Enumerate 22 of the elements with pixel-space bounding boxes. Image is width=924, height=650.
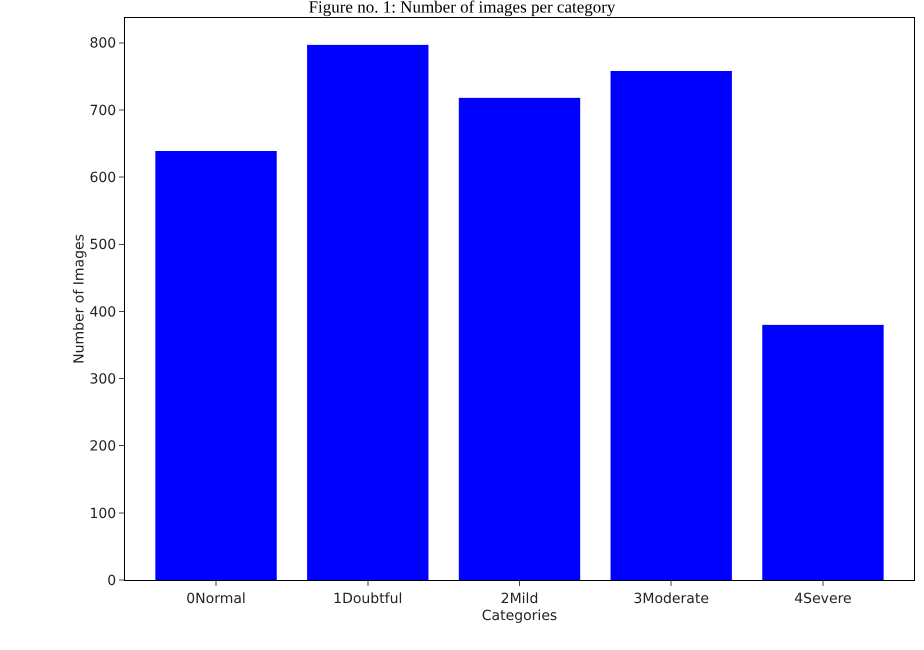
x-tick-label: 0Normal bbox=[186, 590, 246, 607]
y-axis-title: Number of Images bbox=[71, 234, 88, 364]
x-tick-label: 1Doubtful bbox=[333, 590, 402, 607]
y-tick-label: 800 bbox=[89, 36, 116, 52]
y-tick-label: 400 bbox=[89, 304, 116, 320]
bar bbox=[610, 71, 732, 580]
y-tick-label: 0 bbox=[107, 572, 116, 589]
y-tick-label: 500 bbox=[89, 237, 116, 254]
y-tick-label: 700 bbox=[89, 102, 116, 119]
x-tick-label: 4Severe bbox=[794, 590, 852, 607]
y-tick-label: 100 bbox=[89, 506, 116, 522]
bar bbox=[307, 44, 428, 580]
bar bbox=[458, 98, 580, 580]
x-tick-label: 3Moderate bbox=[633, 590, 709, 607]
x-axis-title: Categories bbox=[482, 608, 558, 624]
x-tick-label: 2Mild bbox=[500, 590, 538, 607]
bar bbox=[762, 324, 884, 580]
chart-title: Figure no. 1: Number of images per category bbox=[308, 0, 616, 17]
y-tick-label: 300 bbox=[89, 371, 116, 388]
bar bbox=[155, 150, 277, 580]
y-tick-label: 600 bbox=[89, 170, 116, 186]
y-tick-label: 200 bbox=[89, 438, 116, 455]
